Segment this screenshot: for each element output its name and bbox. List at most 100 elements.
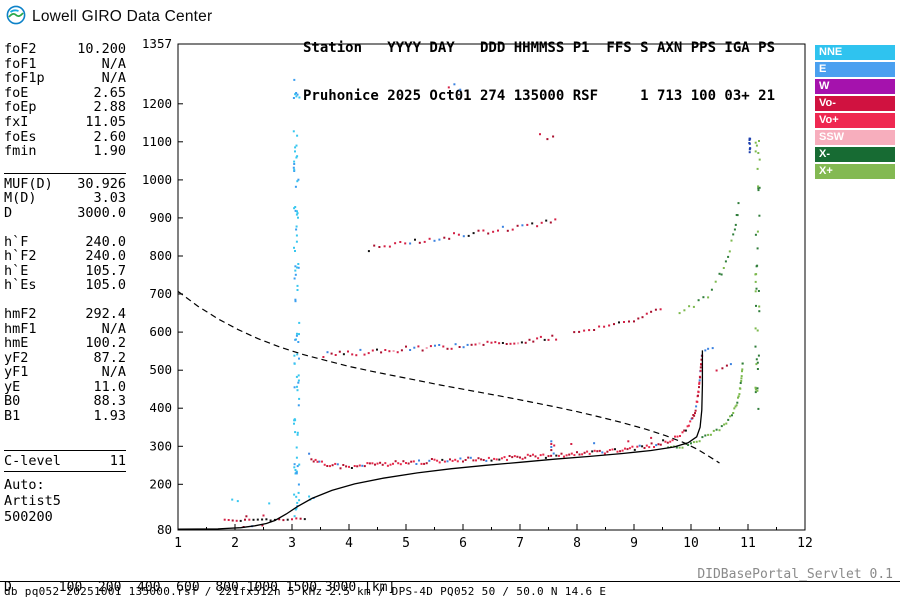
svg-text:10: 10 [683, 536, 699, 551]
svg-text:7: 7 [516, 536, 524, 551]
param-value: 100.2 [85, 335, 126, 352]
station-header-labels: Station YYYY DAY DDD HHMMSS P1 FFS S AXN… [303, 40, 776, 56]
legend-item-e: E [815, 62, 895, 77]
svg-text:80: 80 [157, 522, 172, 537]
param-label: hmF2 [4, 305, 37, 322]
param-group: C-level 11 [4, 449, 126, 473]
param-value: 11.05 [85, 113, 126, 130]
station-header-values: Pruhonice 2025 Oct01 274 135000 RSF 1 71… [303, 88, 776, 104]
param-label: fxI [4, 113, 29, 130]
param-value: 240.0 [85, 233, 126, 250]
param-row-he: h`E 105.7 [4, 264, 126, 279]
param-row-hf: h`F 240.0 [4, 233, 126, 250]
param-row-mufd: MUF(D) 30.926 [4, 177, 126, 192]
param-row-hme: hmE 100.2 [4, 336, 126, 351]
param-group: h`F 240.0 h`F2 240.0 h`E 105.7 h`Es 105.0 [4, 233, 126, 293]
param-row-hf2: h`F2 240.0 [4, 249, 126, 264]
legend-item-vo: Vo+ [815, 113, 895, 128]
svg-text:2: 2 [231, 536, 239, 551]
legend-item-ssw: SSW [815, 130, 895, 145]
svg-text:1000: 1000 [142, 172, 172, 187]
distance-row: D 100 200 400 600 800 1000 1500 3000 [km… [4, 580, 396, 595]
param-label: B0 [4, 393, 21, 410]
param-row-hmf1: hmF1 N/A [4, 320, 126, 337]
svg-text:400: 400 [149, 400, 172, 415]
param-value: N/A [101, 70, 126, 87]
param-label: foF2 [4, 41, 37, 57]
param-value: 3000.0 [77, 204, 126, 221]
svg-text:8: 8 [573, 536, 581, 551]
svg-text:9: 9 [630, 536, 638, 551]
param-row-fof1p: foF1p N/A [4, 71, 126, 86]
param-row-hes: h`Es 105.0 [4, 278, 126, 293]
param-value: 2.60 [93, 128, 126, 145]
param-value: 1.93 [93, 408, 126, 425]
svg-text:700: 700 [149, 286, 172, 301]
legend-item-w: W [815, 79, 895, 94]
param-value: 2.65 [93, 84, 126, 101]
param-row-hmf2: hmF2 292.4 [4, 307, 126, 322]
svg-text:1: 1 [174, 536, 182, 551]
param-label: h`F2 [4, 248, 37, 265]
legend: NNE E W Vo- Vo+ SSW X- X+ [815, 45, 895, 181]
param-row-b0: B0 88.3 [4, 394, 126, 409]
param-label: yF2 [4, 349, 29, 366]
param-label: h`Es [4, 277, 37, 294]
param-value: 292.4 [85, 305, 126, 322]
param-row-foes: foEs 2.60 [4, 128, 126, 145]
param-value: 10.200 [77, 41, 126, 57]
status-line: db pq052 20251001 135000.rsf / 221fx512h… [4, 585, 607, 598]
param-row-foe: foE 2.65 [4, 86, 126, 101]
param-label: hmE [4, 335, 29, 352]
param-value: 11 [109, 452, 126, 469]
param-row-clevel: C-level 11 [4, 454, 126, 469]
panel-footer-line: 500200 [4, 509, 53, 526]
svg-text:6: 6 [459, 536, 467, 551]
svg-text:11: 11 [740, 536, 756, 551]
param-label: h`E [4, 262, 29, 279]
svg-text:1357: 1357 [142, 36, 172, 51]
svg-text:1100: 1100 [142, 134, 172, 149]
svg-text:5: 5 [402, 536, 410, 551]
header: Lowell GIRO Data Center [6, 5, 212, 29]
param-value: 105.0 [85, 277, 126, 294]
param-row-fof1: foF1 N/A [4, 56, 126, 72]
param-value: 2.88 [93, 99, 126, 116]
param-label: h`F [4, 233, 29, 250]
giro-logo-icon [6, 5, 26, 29]
param-group: MUF(D) 30.926 M(D) 3.03 D 3000.0 [4, 172, 126, 221]
param-row-b1: B1 1.93 [4, 409, 126, 424]
param-row-fof2: foF2 10.200 [4, 42, 126, 57]
param-value: 11.0 [93, 378, 126, 395]
param-label: D [4, 204, 13, 221]
param-group: hmF2 292.4 hmF1 N/A hmE 100.2 yF2 87.2 yF1 N/A yE 1… [4, 307, 126, 424]
param-label: foE [4, 84, 29, 101]
param-row-ye: yE 11.0 [4, 380, 126, 395]
app-title: Lowell GIRO Data Center [32, 8, 213, 25]
svg-text:4: 4 [345, 536, 353, 551]
param-row-yf2: yF2 87.2 [4, 351, 126, 366]
param-value: N/A [101, 320, 126, 337]
param-label: hmF1 [4, 320, 37, 337]
param-group: foF2 10.200 foF1 N/A foF1p N/A foE 2.65 foEp 2.88… [4, 42, 126, 159]
param-row-fmin: fmin 1.90 [4, 144, 126, 159]
param-label: B1 [4, 408, 21, 425]
param-label: foEp [4, 99, 37, 116]
svg-text:500: 500 [149, 362, 172, 377]
param-value: 240.0 [85, 248, 126, 265]
param-label: yE [4, 378, 21, 395]
param-label: C-level [4, 452, 61, 469]
param-value: 30.926 [77, 175, 126, 192]
svg-text:900: 900 [149, 210, 172, 225]
param-value: 105.7 [85, 262, 126, 279]
servlet-version-label: DIDBasePortal_Servlet 0.1 [697, 567, 893, 582]
svg-text:12: 12 [797, 536, 813, 551]
legend-item-x: X- [815, 147, 895, 162]
param-label: foF1p [4, 70, 45, 87]
param-row-yf1: yF1 N/A [4, 365, 126, 380]
param-value: N/A [101, 364, 126, 381]
legend-item-nne: NNE [815, 45, 895, 60]
autoscaling-info: Auto: Artist5 500200 [4, 477, 126, 525]
legend-item-vo: Vo- [815, 96, 895, 111]
param-row-fxi: fxI 11.05 [4, 115, 126, 130]
